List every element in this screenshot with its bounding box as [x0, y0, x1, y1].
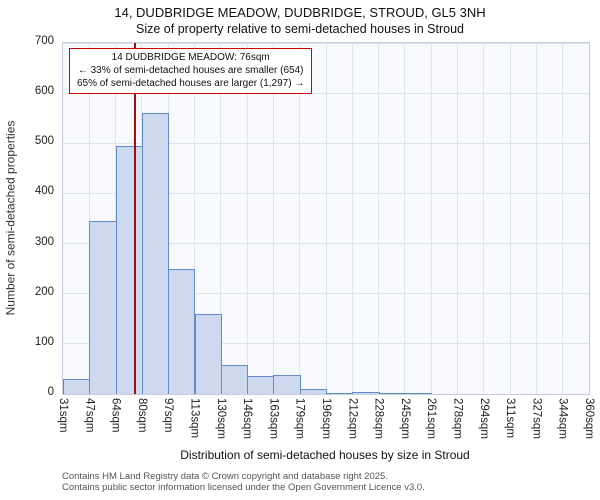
annotation-line-2: ← 33% of semi-detached houses are smalle… — [77, 65, 304, 76]
gridline-v — [299, 43, 301, 394]
gridline-v — [246, 43, 248, 394]
gridline-v — [483, 43, 485, 394]
y-tick-label: 700 — [34, 35, 54, 47]
x-tick-label: 311sqm — [504, 398, 517, 439]
chart-subtitle: Size of property relative to semi-detach… — [136, 22, 464, 36]
x-tick-label: 228sqm — [372, 398, 385, 439]
annotation-box: 14 DUDBRIDGE MEADOW: 76sqm ← 33% of semi… — [69, 48, 313, 94]
x-axis-label: Distribution of semi-detached houses by … — [180, 448, 470, 462]
x-tick-label: 97sqm — [162, 398, 175, 433]
property-size-marker — [134, 43, 137, 394]
x-tick-label: 278sqm — [451, 398, 464, 439]
x-tick-label: 113sqm — [188, 398, 201, 439]
x-tick-label: 179sqm — [293, 398, 306, 439]
annotation-line-3: 65% of semi-detached houses are larger (… — [77, 78, 305, 89]
histogram-bar — [273, 375, 301, 394]
gridline-v — [509, 43, 511, 394]
y-tick-label: 600 — [34, 85, 54, 98]
y-tick-label: 400 — [34, 185, 54, 198]
histogram-bar — [141, 113, 170, 394]
y-tick-label: 500 — [34, 135, 54, 148]
gridline-v — [351, 43, 353, 394]
x-tick-label: 245sqm — [398, 398, 411, 439]
x-tick-label: 130sqm — [214, 398, 227, 439]
footer-line-2: Contains public sector information licen… — [62, 482, 425, 494]
gridline-v — [430, 43, 432, 394]
gridline-v — [272, 43, 274, 394]
x-tick-label: 64sqm — [109, 398, 122, 433]
x-tick-label: 344sqm — [556, 398, 569, 439]
y-tick-label: 100 — [34, 335, 54, 348]
y-tick-label: 300 — [34, 235, 54, 248]
x-tick-label: 146sqm — [241, 398, 254, 439]
x-tick-label: 163sqm — [267, 398, 280, 439]
gridline-v — [378, 43, 380, 394]
histogram-bar — [378, 392, 406, 394]
y-tick-label: 0 — [47, 386, 54, 398]
gridline-v — [325, 43, 327, 394]
annotation-line-1: 14 DUDBRIDGE MEADOW: 76sqm — [111, 52, 270, 63]
plot-area: 14 DUDBRIDGE MEADOW: 76sqm ← 33% of semi… — [62, 42, 590, 395]
y-tick-label: 200 — [34, 285, 54, 298]
histogram-bar — [63, 378, 91, 394]
histogram-bar — [352, 391, 380, 394]
x-tick-label: 360sqm — [583, 398, 595, 439]
histogram-bar — [247, 376, 275, 394]
x-tick-label: 47sqm — [83, 398, 96, 433]
x-tick-label: 294sqm — [477, 398, 490, 439]
footer-line-1: Contains HM Land Registry data © Crown c… — [62, 471, 388, 482]
histogram-bar — [194, 313, 222, 394]
gridline-v — [562, 43, 564, 394]
gridline-v — [88, 43, 90, 394]
histogram-bar — [220, 364, 249, 394]
histogram-bar — [168, 268, 196, 394]
gridline-v — [535, 43, 537, 394]
x-tick-label: 196sqm — [320, 398, 332, 439]
histogram-bar — [299, 389, 327, 394]
x-tick-label: 212sqm — [346, 398, 359, 439]
histogram-bar — [115, 145, 143, 394]
chart-title: 14, DUDBRIDGE MEADOW, DUDBRIDGE, STROUD,… — [114, 5, 486, 20]
x-tick-label: 327sqm — [530, 398, 543, 439]
histogram-bar — [326, 392, 354, 394]
x-tick-label: 261sqm — [425, 398, 438, 439]
histogram-bar — [89, 221, 117, 394]
footer: Contains HM Land Registry data © Crown c… — [62, 471, 425, 494]
x-tick-label: 80sqm — [135, 398, 148, 433]
histogram-bar — [404, 393, 433, 394]
gridline-v — [457, 43, 458, 394]
x-tick-label: 31sqm — [57, 398, 69, 433]
gridline-v — [220, 43, 222, 394]
gridline-v — [194, 43, 195, 394]
gridline-v — [404, 43, 406, 394]
